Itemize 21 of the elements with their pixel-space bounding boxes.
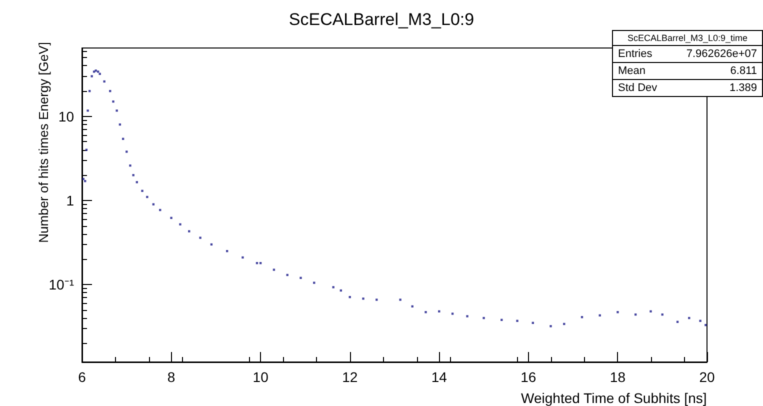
x-axis-title: Weighted Time of Subhits [ns] — [521, 390, 707, 406]
annotation: Mean — [618, 65, 646, 77]
y-tick-label: 1 — [66, 192, 74, 208]
x-tick-label: 12 — [342, 369, 358, 385]
x-tick-label: 16 — [520, 369, 536, 385]
y-tick-label: 10 — [58, 108, 74, 124]
annotation: Entries — [618, 48, 652, 60]
y-tick-label: 10⁻¹ — [48, 276, 74, 293]
x-tick-label: 8 — [167, 369, 176, 385]
text: ScECALBarrel_M3_L0:9_time — [627, 33, 748, 43]
y-axis-title: Number of hits times Energy [GeV] — [36, 42, 51, 243]
x-tick-label: 6 — [78, 369, 86, 385]
chart-title: ScECALBarrel_M3_L0:9 — [288, 10, 474, 29]
text: 1.389 — [729, 82, 757, 94]
annotation: Std Dev — [618, 82, 658, 94]
annotation: 7.962626e+07 — [686, 48, 757, 60]
x-tick-label: 18 — [610, 369, 626, 385]
x-tick-label: 10 — [252, 369, 269, 385]
x-tick-label: 14 — [431, 369, 448, 385]
x-tick-label: 20 — [699, 369, 715, 385]
text: 6.811 — [730, 65, 757, 77]
